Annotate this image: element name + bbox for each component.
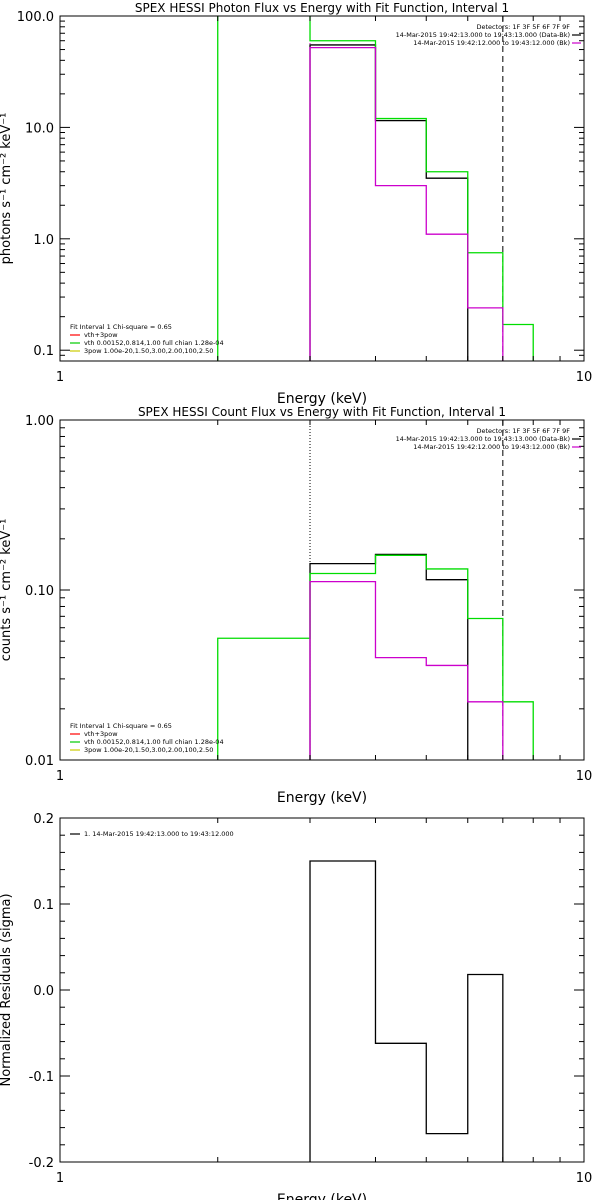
photon-flux-info-line: Detectors: 1F 3F 5F 6F 7F 9F [476,23,570,31]
residuals-y-tick-label: 0.1 [33,898,54,913]
photon-flux-legend-entry: 3pow 1.00e-20,1.50,3.00,2.00,100,2.50 [84,347,213,355]
count-flux-legend-entry: vth 0.00152,0.814,1.00 full chian 1.28e-… [84,738,224,746]
count-flux-info-line: Detectors: 1F 3F 5F 6F 7F 9F [476,427,570,435]
photon-flux-frame [59,15,585,362]
photon-flux-y-tick-label: 0.1 [33,344,54,359]
count-flux-legend-entry: 3pow 1.00e-20,1.50,3.00,2.00,100,2.50 [84,746,213,754]
residuals-x-tick-label: 10 [576,1171,593,1186]
residuals-y-label: Normalized Residuals (sigma) [0,893,14,1086]
photon-flux-y-tick-label: 1.0 [33,233,54,248]
photon-flux-x-label: Energy (keV) [277,391,367,407]
count-flux-legend: Fit Interval 1 Chi-square = 0.65vth+3pow… [70,722,224,754]
count-flux-x-tick-label: 10 [576,769,593,784]
count-flux-series-group [217,553,534,760]
count-flux-legend-entry: vth+3pow [84,730,118,738]
count-flux-y-label: counts s⁻¹ cm⁻² keV⁻¹ [0,519,14,662]
photon-flux-legend-entry: vth 0.00152,0.814,1.00 full chian 1.28e-… [84,339,224,347]
photon-flux-y-label: photons s⁻¹ cm⁻² keV⁻¹ [0,113,14,265]
count-flux-info-line: 14-Mar-2015 19:42:13.000 to 19:43:13.000… [396,435,570,443]
count-flux-x-tick-label: 1 [56,769,64,784]
photon-flux-panel: 1 10 0.1 1.0 10.0 100.0 SPEX HESSI Photon Flux… [0,1,593,407]
residuals-y-tick-label: -0.2 [29,1156,54,1171]
photon-flux-y-tick-label: 10.0 [25,121,54,136]
photon-flux-info-line: 14-Mar-2015 19:42:13.000 to 19:43:13.000… [396,31,570,39]
residuals-y-tick-label: 0.0 [33,984,54,999]
photon-flux-x-tick-label: 1 [56,370,64,385]
residuals-legend-entry: 1. 14-Mar-2015 19:42:13.000 to 19:43:12.… [84,830,234,838]
count-flux-y-tick-label: 0.01 [25,754,54,769]
photon-flux-title: SPEX HESSI Photon Flux vs Energy with Fi… [135,1,509,15]
count-flux-panel: 1 10 0.01 0.10 1.00 SPEX HESSI Count Flux vs … [0,405,592,806]
photon-flux-series-group [217,16,534,361]
count-flux-series-0 [309,553,469,760]
count-flux-x-label: Energy (keV) [277,790,367,806]
count-flux-title: SPEX HESSI Count Flux vs Energy with Fit… [138,405,506,419]
count-flux-y-tick-label: 0.10 [25,584,54,599]
residuals-y-tick-label: 0.2 [33,812,54,827]
count-flux-series-2 [309,580,504,760]
photon-flux-legend-entry: vth+3pow [84,331,118,339]
residuals-legend: 1. 14-Mar-2015 19:42:13.000 to 19:43:12.… [70,830,234,838]
count-flux-legend-entry: Fit Interval 1 Chi-square = 0.65 [70,722,172,730]
photon-flux-legend-entry: Fit Interval 1 Chi-square = 0.65 [70,323,172,331]
photon-flux-series-0 [309,44,469,361]
count-flux-info-line: 14-Mar-2015 19:42:12.000 to 19:43:12.000… [413,443,570,451]
photon-flux-x-tick-label: 10 [576,370,593,385]
residuals-series-group [309,860,504,1162]
residuals-frame [59,817,585,1163]
photon-flux-y-tick-label: 100.0 [17,10,54,25]
photon-flux-legend: Fit Interval 1 Chi-square = 0.65vth+3pow… [70,323,224,355]
residuals-x-tick-label: 1 [56,1171,64,1186]
residuals-series-0 [309,860,504,1162]
residuals-panel: 1 10 -0.2 -0.1 0.0 0.1 0.2 Energy (keV) Normaliz… [0,812,592,1200]
photon-flux-info-line: 14-Mar-2015 19:42:12.000 to 19:43:12.000… [413,39,570,47]
photon-flux-series-2 [309,46,504,361]
residuals-y-tick-label: -0.1 [29,1070,54,1085]
count-flux-y-tick-label: 1.00 [25,414,54,429]
residuals-x-label: Energy (keV) [277,1192,367,1200]
count-flux-frame [59,419,585,761]
